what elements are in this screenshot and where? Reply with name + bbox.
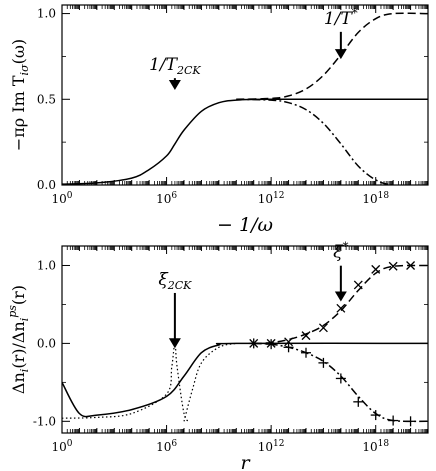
x-tick-label: 100 bbox=[51, 439, 72, 454]
marker-x bbox=[301, 331, 311, 341]
annotation-arrow bbox=[168, 292, 181, 349]
marker-plus bbox=[388, 415, 399, 426]
y-axis-label: Δni(r)/Δnips(r) bbox=[6, 285, 31, 394]
marker-plus bbox=[335, 373, 346, 384]
series-line-dotted bbox=[62, 342, 190, 422]
y-tick-label: 0.0 bbox=[37, 336, 56, 350]
marker-plus bbox=[266, 339, 277, 350]
annotation-label: ξ* bbox=[333, 240, 348, 263]
marker-x bbox=[406, 261, 416, 270]
x-axis-label: − 1/ω bbox=[217, 214, 273, 236]
y-tick-label: 0.5 bbox=[37, 92, 56, 106]
marker-x bbox=[388, 261, 398, 271]
marker-plus bbox=[248, 338, 259, 349]
plot-frame bbox=[61, 245, 429, 434]
x-tick-label: 1018 bbox=[362, 191, 389, 206]
y-axis-label: −πρ Im Tiσ(ω) bbox=[9, 39, 31, 151]
annotation-arrow bbox=[168, 78, 181, 90]
marker-x bbox=[284, 337, 294, 347]
x-tick-label: 106 bbox=[156, 191, 177, 206]
x-tick-label: 1012 bbox=[258, 191, 285, 206]
marker-plus bbox=[318, 357, 329, 368]
marker-plus bbox=[301, 347, 311, 358]
marker-x bbox=[353, 280, 363, 290]
bottom-panel: 100 106 1012 1018 1.0 0.0 -1.0 ξ2CK ξ* r Δni(r)/Δn… bbox=[6, 240, 429, 471]
marker-x bbox=[336, 303, 346, 313]
annotation-label: 1/T2CK bbox=[149, 55, 201, 77]
x-tick-label: 1012 bbox=[258, 439, 285, 454]
series-line-solid bbox=[62, 98, 428, 185]
marker-plus bbox=[405, 416, 416, 427]
marker-x bbox=[371, 264, 381, 274]
x-tick-label: 100 bbox=[51, 191, 72, 206]
marker-x bbox=[318, 323, 328, 333]
top-panel: 100 106 1012 1018 0.0 0.5 1.0 1/T2CK 1/T* − 1/ω −π… bbox=[9, 4, 429, 236]
annotation-arrow bbox=[334, 265, 347, 302]
y-tick-label: 0.0 bbox=[37, 178, 56, 192]
annotation-label: ξ2CK bbox=[158, 270, 192, 292]
x-tick-label: 106 bbox=[156, 439, 177, 454]
series-line-dash-dot bbox=[236, 98, 428, 185]
annotation-label: 1/T* bbox=[324, 6, 358, 29]
plot-frame bbox=[61, 4, 429, 186]
x-axis-label: r bbox=[240, 452, 251, 471]
marker-plus bbox=[353, 396, 364, 407]
x-tick-label: 1018 bbox=[362, 439, 389, 454]
series-line-dotted bbox=[183, 342, 237, 422]
y-tick-label: 1.0 bbox=[37, 7, 56, 21]
series-line-dash-dot bbox=[253, 342, 428, 423]
marker-plus bbox=[370, 410, 381, 421]
y-tick-label: 1.0 bbox=[37, 258, 56, 272]
marker-plus bbox=[283, 342, 294, 353]
y-tick-label: -1.0 bbox=[33, 414, 56, 428]
series-line-dashed bbox=[253, 264, 428, 345]
annotation-arrow bbox=[334, 31, 347, 60]
series-line-solid bbox=[62, 342, 428, 418]
